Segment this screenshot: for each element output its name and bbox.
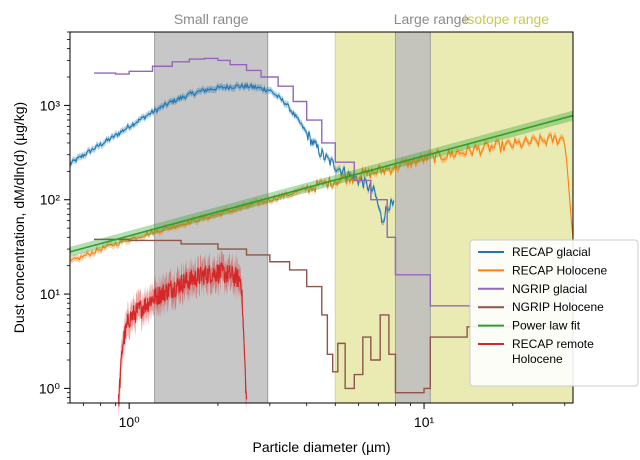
y-tick-label: 10¹ [40, 286, 61, 302]
band-recap-remote-holocene [118, 249, 247, 420]
region-small-range [154, 31, 269, 404]
series-ngrip-glacial [94, 57, 573, 307]
legend-label: RECAP Holocene [512, 263, 607, 277]
line-power-law-fit [69, 114, 574, 253]
data-series [69, 57, 574, 420]
y-tick-label: 10³ [40, 97, 61, 113]
region-label-large-range: Large range [394, 11, 470, 27]
series-recap-remote-holocene [117, 249, 248, 420]
legend-box [469, 239, 639, 387]
line-ngrip-glacial [94, 57, 573, 307]
y-axis-label: Dust concentration, dM/dln(d) (µg/kg) [11, 102, 27, 333]
y-tick-label: 10⁰ [39, 380, 61, 396]
legend-item-power-law-fit: Power law fit [478, 319, 581, 333]
legend-label: NGRIP Holocene [512, 300, 604, 314]
line-recap-remote-holocene [117, 262, 248, 407]
legend-label: NGRIP glacial [512, 282, 587, 296]
series-power-law-fit [69, 110, 574, 257]
plot-frame [69, 31, 574, 404]
legend-item-ngrip-glacial: NGRIP glacial [478, 282, 587, 296]
x-tick-label: 10¹ [414, 414, 435, 430]
legend-item-recap-glacial: RECAP glacial [478, 245, 590, 259]
legend-label: RECAP glacial [512, 245, 590, 259]
y-tick-label: 10² [40, 192, 61, 208]
region-label-isotope-range: Isotope range [463, 11, 549, 27]
legend-label: RECAP remote Holocene [512, 337, 594, 366]
legend: RECAP glacial RECAP Holocene NGRIP glacial… [469, 239, 639, 387]
line-recap-glacial [69, 82, 395, 224]
x-axis-label: Particle diameter (µm) [253, 439, 391, 455]
legend-item-recap-remote-holocene: RECAP remote Holocene [478, 337, 594, 366]
x-tick-label: 10⁰ [119, 414, 141, 430]
legend-item-ngrip-holocene: NGRIP Holocene [478, 300, 604, 314]
legend-item-recap-holocene: RECAP Holocene [478, 263, 607, 277]
line-ngrip-holocene [94, 238, 573, 394]
series-ngrip-holocene [94, 238, 573, 394]
series-recap-holocene [69, 131, 574, 264]
legend-label: Power law fit [512, 319, 581, 333]
region-label-small-range: Small range [174, 11, 249, 27]
y-axis-ticks: 10⁰ 10¹ 10² 10³ [39, 31, 70, 404]
region-large-range [394, 31, 431, 404]
line-recap-holocene [69, 133, 574, 261]
x-axis-ticks: 10⁰ 10¹ [83, 403, 566, 430]
series-recap-glacial [69, 80, 395, 226]
